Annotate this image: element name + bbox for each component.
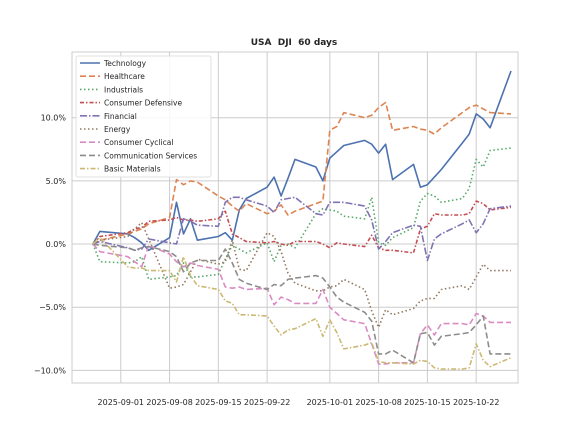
x-tick-label: 2025-10-22 bbox=[453, 398, 500, 407]
series-line-consumer-defensive bbox=[92, 200, 512, 254]
x-tick-label: 2025-09-15 bbox=[195, 398, 242, 407]
series-lines bbox=[92, 70, 512, 370]
series-line-industrials bbox=[92, 147, 512, 281]
y-tick-label: 5.0% bbox=[46, 177, 67, 186]
y-tick-label: 0.0% bbox=[46, 240, 67, 249]
legend-label: Technology bbox=[103, 59, 147, 68]
series-line-basic-materials bbox=[92, 236, 512, 370]
y-tick-label: 10.0% bbox=[41, 114, 67, 123]
chart-title: USA DJI 60 days bbox=[251, 38, 338, 48]
y-tick-label: −10.0% bbox=[34, 366, 67, 375]
grid-lines bbox=[72, 52, 518, 383]
x-tick-label: 2025-09-01 bbox=[98, 398, 145, 407]
legend-label: Industrials bbox=[104, 85, 143, 94]
series-line-communication-services bbox=[92, 243, 511, 364]
y-tick-label: −5.0% bbox=[39, 303, 66, 312]
legend-label: Consumer Cyclical bbox=[104, 138, 173, 147]
series-line-energy bbox=[92, 221, 511, 329]
legend-label: Energy bbox=[104, 125, 131, 134]
x-tick-label: 2025-10-08 bbox=[355, 398, 402, 407]
legend-label: Financial bbox=[104, 112, 137, 121]
series-line-consumer-cyclical bbox=[92, 243, 511, 365]
x-tick-label: 2025-09-22 bbox=[244, 398, 291, 407]
legend-label: Basic Materials bbox=[104, 165, 161, 174]
series-line-healthcare bbox=[92, 101, 512, 245]
legend-box bbox=[75, 55, 212, 178]
x-tick-label: 2025-10-01 bbox=[307, 398, 354, 407]
x-tick-label: 2025-10-15 bbox=[404, 398, 451, 407]
legend-label: Healthcare bbox=[104, 72, 145, 81]
x-axis-tick-labels: 2025-09-01 2025-09-08 2025-09-15 2025-09-22… bbox=[98, 398, 500, 407]
legend-label: Communication Services bbox=[104, 151, 197, 160]
legend: Technology Healthcare Industrials Consumer … bbox=[75, 55, 212, 178]
series-line-financial bbox=[92, 196, 512, 262]
x-tick-label: 2025-09-08 bbox=[146, 398, 193, 407]
y-axis-tick-labels: −10.0% −5.0% 0.0% 5.0% 10.0% bbox=[34, 114, 67, 376]
legend-label: Consumer Defensive bbox=[104, 99, 182, 108]
series-line-technology bbox=[92, 70, 512, 252]
